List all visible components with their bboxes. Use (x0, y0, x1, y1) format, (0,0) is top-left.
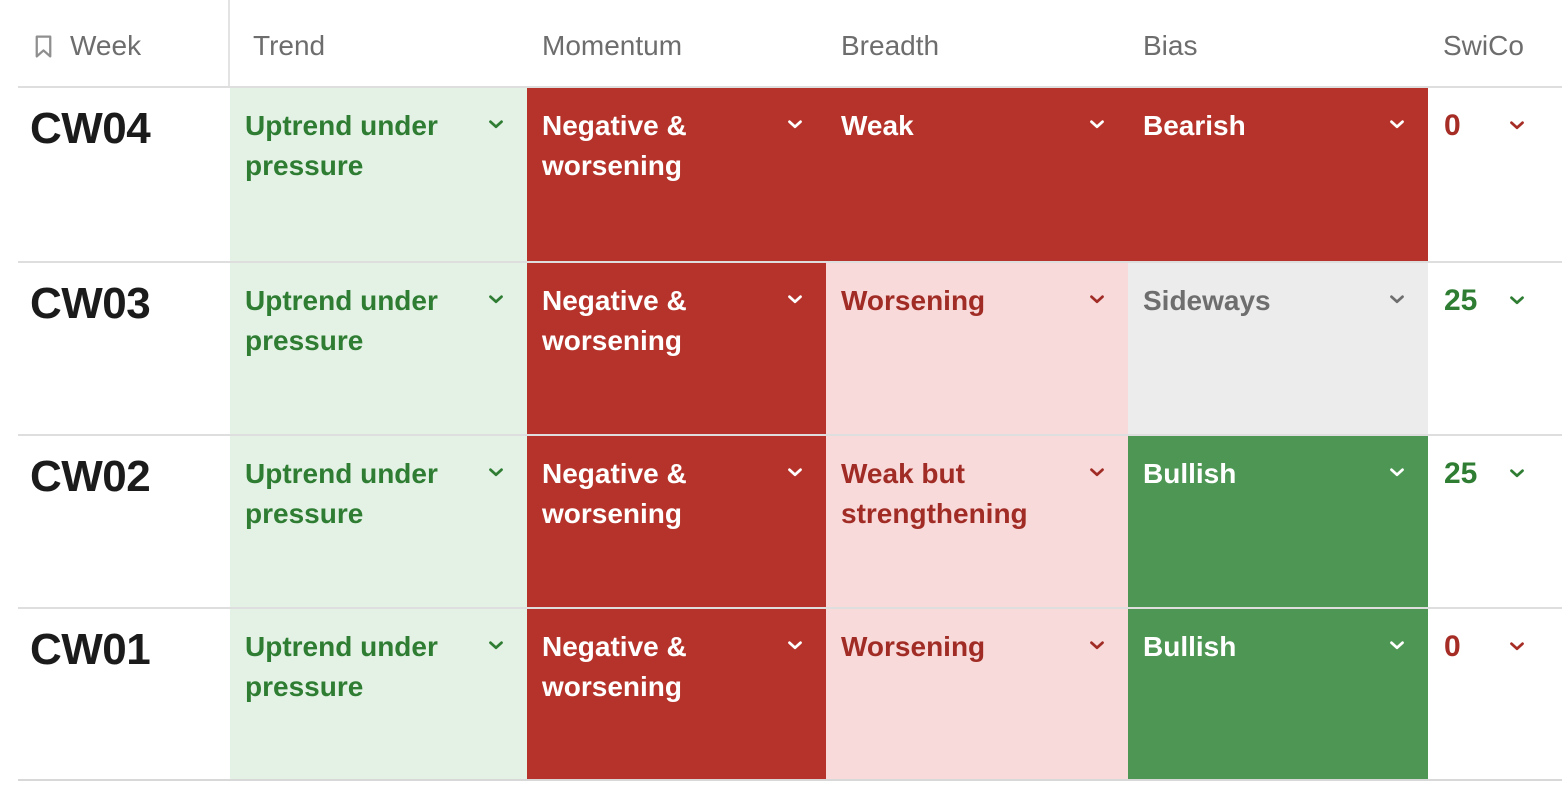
chevron-down-icon (1086, 288, 1108, 310)
swico-value: 25 (1444, 457, 1478, 490)
chevron-down-icon (485, 113, 507, 135)
momentum-value: Negative & worsening (542, 458, 687, 529)
table-row: CW01 Uptrend under pressure Negative & w… (18, 607, 1562, 781)
chevron-down-icon (1386, 288, 1408, 310)
breadth-value: Worsening (841, 631, 986, 662)
table-header-row: Week Trend Momentum Breadth Bias SwiCo (18, 0, 1562, 88)
swico-select[interactable]: 25 (1428, 263, 1562, 434)
breadth-value: Weak but strengthening (841, 458, 1028, 529)
chevron-down-icon (485, 288, 507, 310)
momentum-value: Negative & worsening (542, 285, 687, 356)
momentum-select[interactable]: Negative & worsening (527, 609, 826, 779)
column-header-swico[interactable]: SwiCo (1428, 0, 1562, 86)
chevron-down-icon (784, 288, 806, 310)
column-header-week[interactable]: Week (18, 0, 230, 86)
table-row: CW02 Uptrend under pressure Negative & w… (18, 434, 1562, 607)
swico-select[interactable]: 25 (1428, 436, 1562, 607)
column-header-label: Trend (253, 30, 326, 61)
chevron-down-icon (1386, 461, 1408, 483)
breadth-select[interactable]: Worsening (826, 263, 1128, 434)
column-header-label: Breadth (841, 30, 940, 61)
week-cell[interactable]: CW04 (30, 104, 151, 153)
trend-select[interactable]: Uptrend under pressure (230, 88, 527, 261)
momentum-select[interactable]: Negative & worsening (527, 88, 826, 261)
column-header-bias[interactable]: Bias (1128, 0, 1428, 86)
column-header-label: SwiCo (1443, 30, 1524, 61)
column-header-label: Bias (1143, 30, 1198, 61)
column-header-trend[interactable]: Trend (230, 0, 527, 86)
trend-value: Uptrend under pressure (245, 458, 438, 529)
table-row: CW04 Uptrend under pressure Negative & w… (18, 88, 1562, 261)
bias-select[interactable]: Bearish (1128, 88, 1428, 261)
momentum-value: Negative & worsening (542, 631, 687, 702)
chevron-down-icon (1386, 634, 1408, 656)
swico-select[interactable]: 0 (1428, 88, 1562, 261)
breadth-select[interactable]: Weak (826, 88, 1128, 261)
swico-value: 0 (1444, 630, 1461, 663)
swico-select[interactable]: 0 (1428, 609, 1562, 779)
trend-value: Uptrend under pressure (245, 110, 438, 181)
momentum-value: Negative & worsening (542, 110, 687, 181)
weekly-market-table: Week Trend Momentum Breadth Bias SwiCo C… (18, 0, 1562, 781)
bias-select[interactable]: Bullish (1128, 609, 1428, 779)
chevron-down-icon (1086, 634, 1108, 656)
bias-value: Bullish (1143, 631, 1237, 662)
trend-select[interactable]: Uptrend under pressure (230, 436, 527, 607)
week-cell[interactable]: CW02 (30, 452, 151, 501)
breadth-value: Weak (841, 110, 914, 141)
week-cell[interactable]: CW03 (30, 279, 151, 328)
momentum-select[interactable]: Negative & worsening (527, 263, 826, 434)
table-row: CW03 Uptrend under pressure Negative & w… (18, 261, 1562, 434)
breadth-select[interactable]: Worsening (826, 609, 1128, 779)
trend-value: Uptrend under pressure (245, 631, 438, 702)
column-header-momentum[interactable]: Momentum (527, 0, 826, 86)
breadth-value: Worsening (841, 285, 986, 316)
column-header-label: Week (70, 30, 142, 61)
chevron-down-icon (1086, 113, 1108, 135)
chevron-down-icon (485, 634, 507, 656)
chevron-down-icon (784, 634, 806, 656)
column-header-label: Momentum (542, 30, 683, 61)
bias-select[interactable]: Bullish (1128, 436, 1428, 607)
momentum-select[interactable]: Negative & worsening (527, 436, 826, 607)
chevron-down-icon (784, 461, 806, 483)
trend-value: Uptrend under pressure (245, 285, 438, 356)
column-header-breadth[interactable]: Breadth (826, 0, 1128, 86)
breadth-select[interactable]: Weak but strengthening (826, 436, 1128, 607)
swico-value: 0 (1444, 109, 1461, 142)
week-cell[interactable]: CW01 (30, 625, 151, 674)
chevron-down-icon (784, 113, 806, 135)
bias-select[interactable]: Sideways (1128, 263, 1428, 434)
chevron-down-icon (1086, 461, 1108, 483)
trend-select[interactable]: Uptrend under pressure (230, 263, 527, 434)
trend-select[interactable]: Uptrend under pressure (230, 609, 527, 779)
chevron-down-icon (1506, 462, 1528, 484)
chevron-down-icon (1506, 289, 1528, 311)
bookmark-icon (30, 33, 57, 60)
bias-value: Sideways (1143, 285, 1271, 316)
chevron-down-icon (1506, 114, 1528, 136)
chevron-down-icon (1386, 113, 1408, 135)
bias-value: Bullish (1143, 458, 1237, 489)
swico-value: 25 (1444, 284, 1478, 317)
bias-value: Bearish (1143, 110, 1246, 141)
chevron-down-icon (485, 461, 507, 483)
chevron-down-icon (1506, 635, 1528, 657)
